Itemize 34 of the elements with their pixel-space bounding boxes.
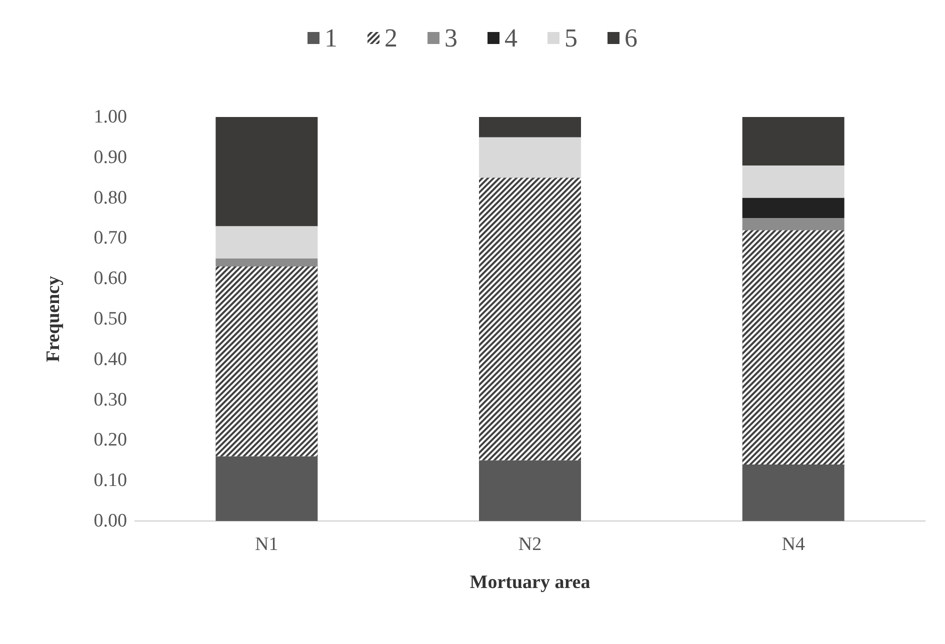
bar — [216, 117, 318, 226]
bar — [479, 460, 581, 521]
legend-label: 1 — [324, 24, 338, 52]
bar — [479, 137, 581, 178]
bar — [742, 218, 844, 230]
y-tick-label: 0.50 — [94, 308, 127, 330]
y-tick-label: 0.20 — [94, 430, 127, 451]
bar — [742, 198, 844, 218]
y-tick-label: 0.70 — [94, 228, 127, 249]
y-tick-label: 0.80 — [94, 187, 127, 208]
legend-label: 3 — [444, 24, 458, 52]
bar — [216, 226, 318, 258]
y-tick-label: 0.10 — [94, 470, 127, 492]
x-tick-label: N4 — [782, 534, 806, 555]
bar — [742, 165, 844, 198]
y-tick-label: 0.40 — [94, 348, 127, 370]
bar — [216, 456, 318, 521]
y-tick-label: 0.90 — [94, 146, 127, 168]
bar — [742, 117, 844, 166]
bar — [479, 117, 581, 138]
legend-label: 2 — [384, 24, 398, 52]
x-tick-label: N2 — [518, 534, 542, 555]
bar — [216, 258, 318, 266]
x-tick-label: N1 — [255, 534, 278, 555]
legend-label: 4 — [504, 24, 518, 52]
legend-label: 6 — [624, 24, 638, 52]
y-axis-title: Frequency — [43, 275, 64, 362]
y-tick-label: 0.30 — [94, 389, 127, 410]
legend-label: 5 — [564, 24, 578, 52]
y-tick-label: 0.00 — [94, 510, 127, 532]
x-axis-title: Mortuary area — [470, 572, 591, 593]
bar — [742, 464, 844, 521]
y-tick-label: 0.60 — [94, 268, 127, 290]
y-tick-label: 1.00 — [94, 106, 127, 128]
